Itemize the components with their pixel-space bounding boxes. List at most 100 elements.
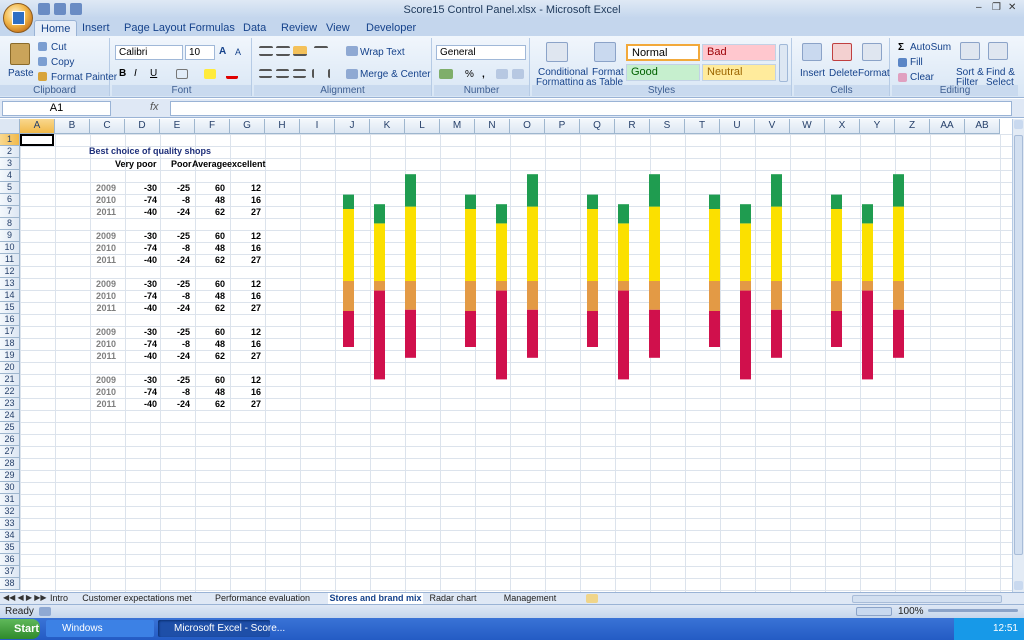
view-buttons-icon[interactable] [856,607,892,616]
font-size-select[interactable]: 10 [185,45,215,60]
row-header[interactable]: 8 [0,218,20,230]
row-header[interactable]: 38 [0,578,20,590]
row-header[interactable]: 5 [0,182,20,194]
taskbar-item-excel[interactable]: Microsoft Excel - Score... [158,620,285,637]
clear-button[interactable]: Clear [910,72,934,83]
column-header[interactable]: E [160,119,195,134]
row-header[interactable]: 28 [0,458,20,470]
find-select-button-line2[interactable]: Select [986,77,1014,88]
column-header[interactable]: J [335,119,370,134]
row-header[interactable]: 32 [0,506,20,518]
selected-cell[interactable] [20,134,54,146]
formula-input[interactable] [170,101,1012,116]
sheet-tab-performance-map[interactable]: Performance evaluation map [214,593,311,614]
column-header[interactable]: X [825,119,860,134]
column-header[interactable]: S [650,119,685,134]
font-name-select[interactable]: Calibri [115,45,183,60]
column-header[interactable]: H [265,119,300,134]
row-header[interactable]: 1 [0,134,20,146]
row-header[interactable]: 20 [0,362,20,374]
orientation-icon[interactable] [314,46,328,56]
sort-filter-button[interactable]: Sort & [956,67,984,78]
tab-view[interactable]: View [326,22,350,34]
row-header[interactable]: 19 [0,350,20,362]
zoom-slider[interactable] [928,609,1018,612]
column-header[interactable]: Q [580,119,615,134]
row-header[interactable]: 22 [0,386,20,398]
office-button[interactable] [3,3,33,33]
tab-home[interactable]: Home [34,20,78,36]
align-right-icon[interactable] [293,69,306,78]
close-icon[interactable]: ✕ [1008,2,1017,13]
row-header[interactable]: 4 [0,170,20,182]
column-header[interactable]: O [510,119,545,134]
redo-icon[interactable] [70,3,82,15]
borders-icon[interactable] [176,69,188,79]
vertical-scrollbar[interactable] [1012,119,1024,592]
row-header[interactable]: 14 [0,290,20,302]
row-header[interactable]: 25 [0,422,20,434]
stacked-bar-chart[interactable] [0,119,1012,592]
scroll-down-icon[interactable] [1014,581,1023,590]
row-header[interactable]: 26 [0,434,20,446]
name-box[interactable]: A1 [2,101,111,116]
wrap-text-button[interactable]: Wrap Text [360,47,405,58]
tab-page-layout[interactable]: Page Layout [124,22,186,34]
tab-review[interactable]: Review [281,22,318,34]
format-as-table-button-line2[interactable]: as Table [586,77,624,88]
font-color-icon[interactable] [226,69,238,79]
row-header[interactable]: 10 [0,242,20,254]
tab-insert[interactable]: Insert [82,22,110,34]
style-neutral[interactable]: Neutral [702,64,776,81]
zoom-level[interactable]: 100% [898,606,924,617]
merge-center-button[interactable]: Merge & Center [360,69,431,80]
row-header[interactable]: 23 [0,398,20,410]
insert-cells-button[interactable]: Insert [800,68,826,79]
style-good[interactable]: Good [626,64,700,81]
sheet-tab-radar-chart[interactable]: Radar chart [429,593,477,603]
column-header[interactable]: K [370,119,405,134]
row-header[interactable]: 11 [0,254,20,266]
column-header[interactable]: W [790,119,825,134]
align-center-icon[interactable] [276,69,289,78]
row-header[interactable]: 29 [0,470,20,482]
increase-indent-icon[interactable] [328,69,341,78]
conditional-formatting-button-line2[interactable]: Formatting [536,77,584,88]
insert-function-button[interactable]: fx [150,101,159,113]
save-icon[interactable] [38,3,50,15]
column-header[interactable]: P [545,119,580,134]
column-header[interactable]: V [755,119,790,134]
sort-filter-button-line2[interactable]: Filter [956,77,979,88]
grow-font-button[interactable]: A [219,46,227,57]
column-header[interactable]: B [55,119,90,134]
row-header[interactable]: 27 [0,446,20,458]
row-header[interactable]: 33 [0,518,20,530]
column-header[interactable]: A [20,119,55,134]
row-header[interactable]: 9 [0,230,20,242]
column-header[interactable]: I [300,119,335,134]
column-header[interactable]: D [125,119,160,134]
row-header[interactable]: 15 [0,302,20,314]
row-header[interactable]: 30 [0,482,20,494]
start-button[interactable]: Start [0,619,40,639]
cut-button[interactable]: Cut [51,42,67,53]
underline-button[interactable]: U [150,68,158,79]
select-all-corner[interactable] [0,119,20,134]
new-sheet-icon[interactable] [586,594,598,603]
tab-data[interactable]: Data [243,22,267,34]
fill-color-icon[interactable] [204,69,216,79]
sheet-nav-icon[interactable]: ◀◀ ◀ ▶ ▶▶ [3,593,47,602]
format-painter-button[interactable]: Format Painter [51,72,118,83]
conditional-formatting-button[interactable]: Conditional [538,67,589,78]
percent-button[interactable]: % [465,69,474,80]
decrease-decimal-icon[interactable] [512,69,524,79]
align-left-icon[interactable] [259,69,272,78]
column-header[interactable]: T [685,119,720,134]
scroll-thumb[interactable] [1014,135,1023,555]
style-bad[interactable]: Bad [702,44,776,61]
style-normal[interactable]: Normal [626,44,700,61]
row-header[interactable]: 24 [0,410,20,422]
column-header[interactable]: R [615,119,650,134]
row-header[interactable]: 16 [0,314,20,326]
